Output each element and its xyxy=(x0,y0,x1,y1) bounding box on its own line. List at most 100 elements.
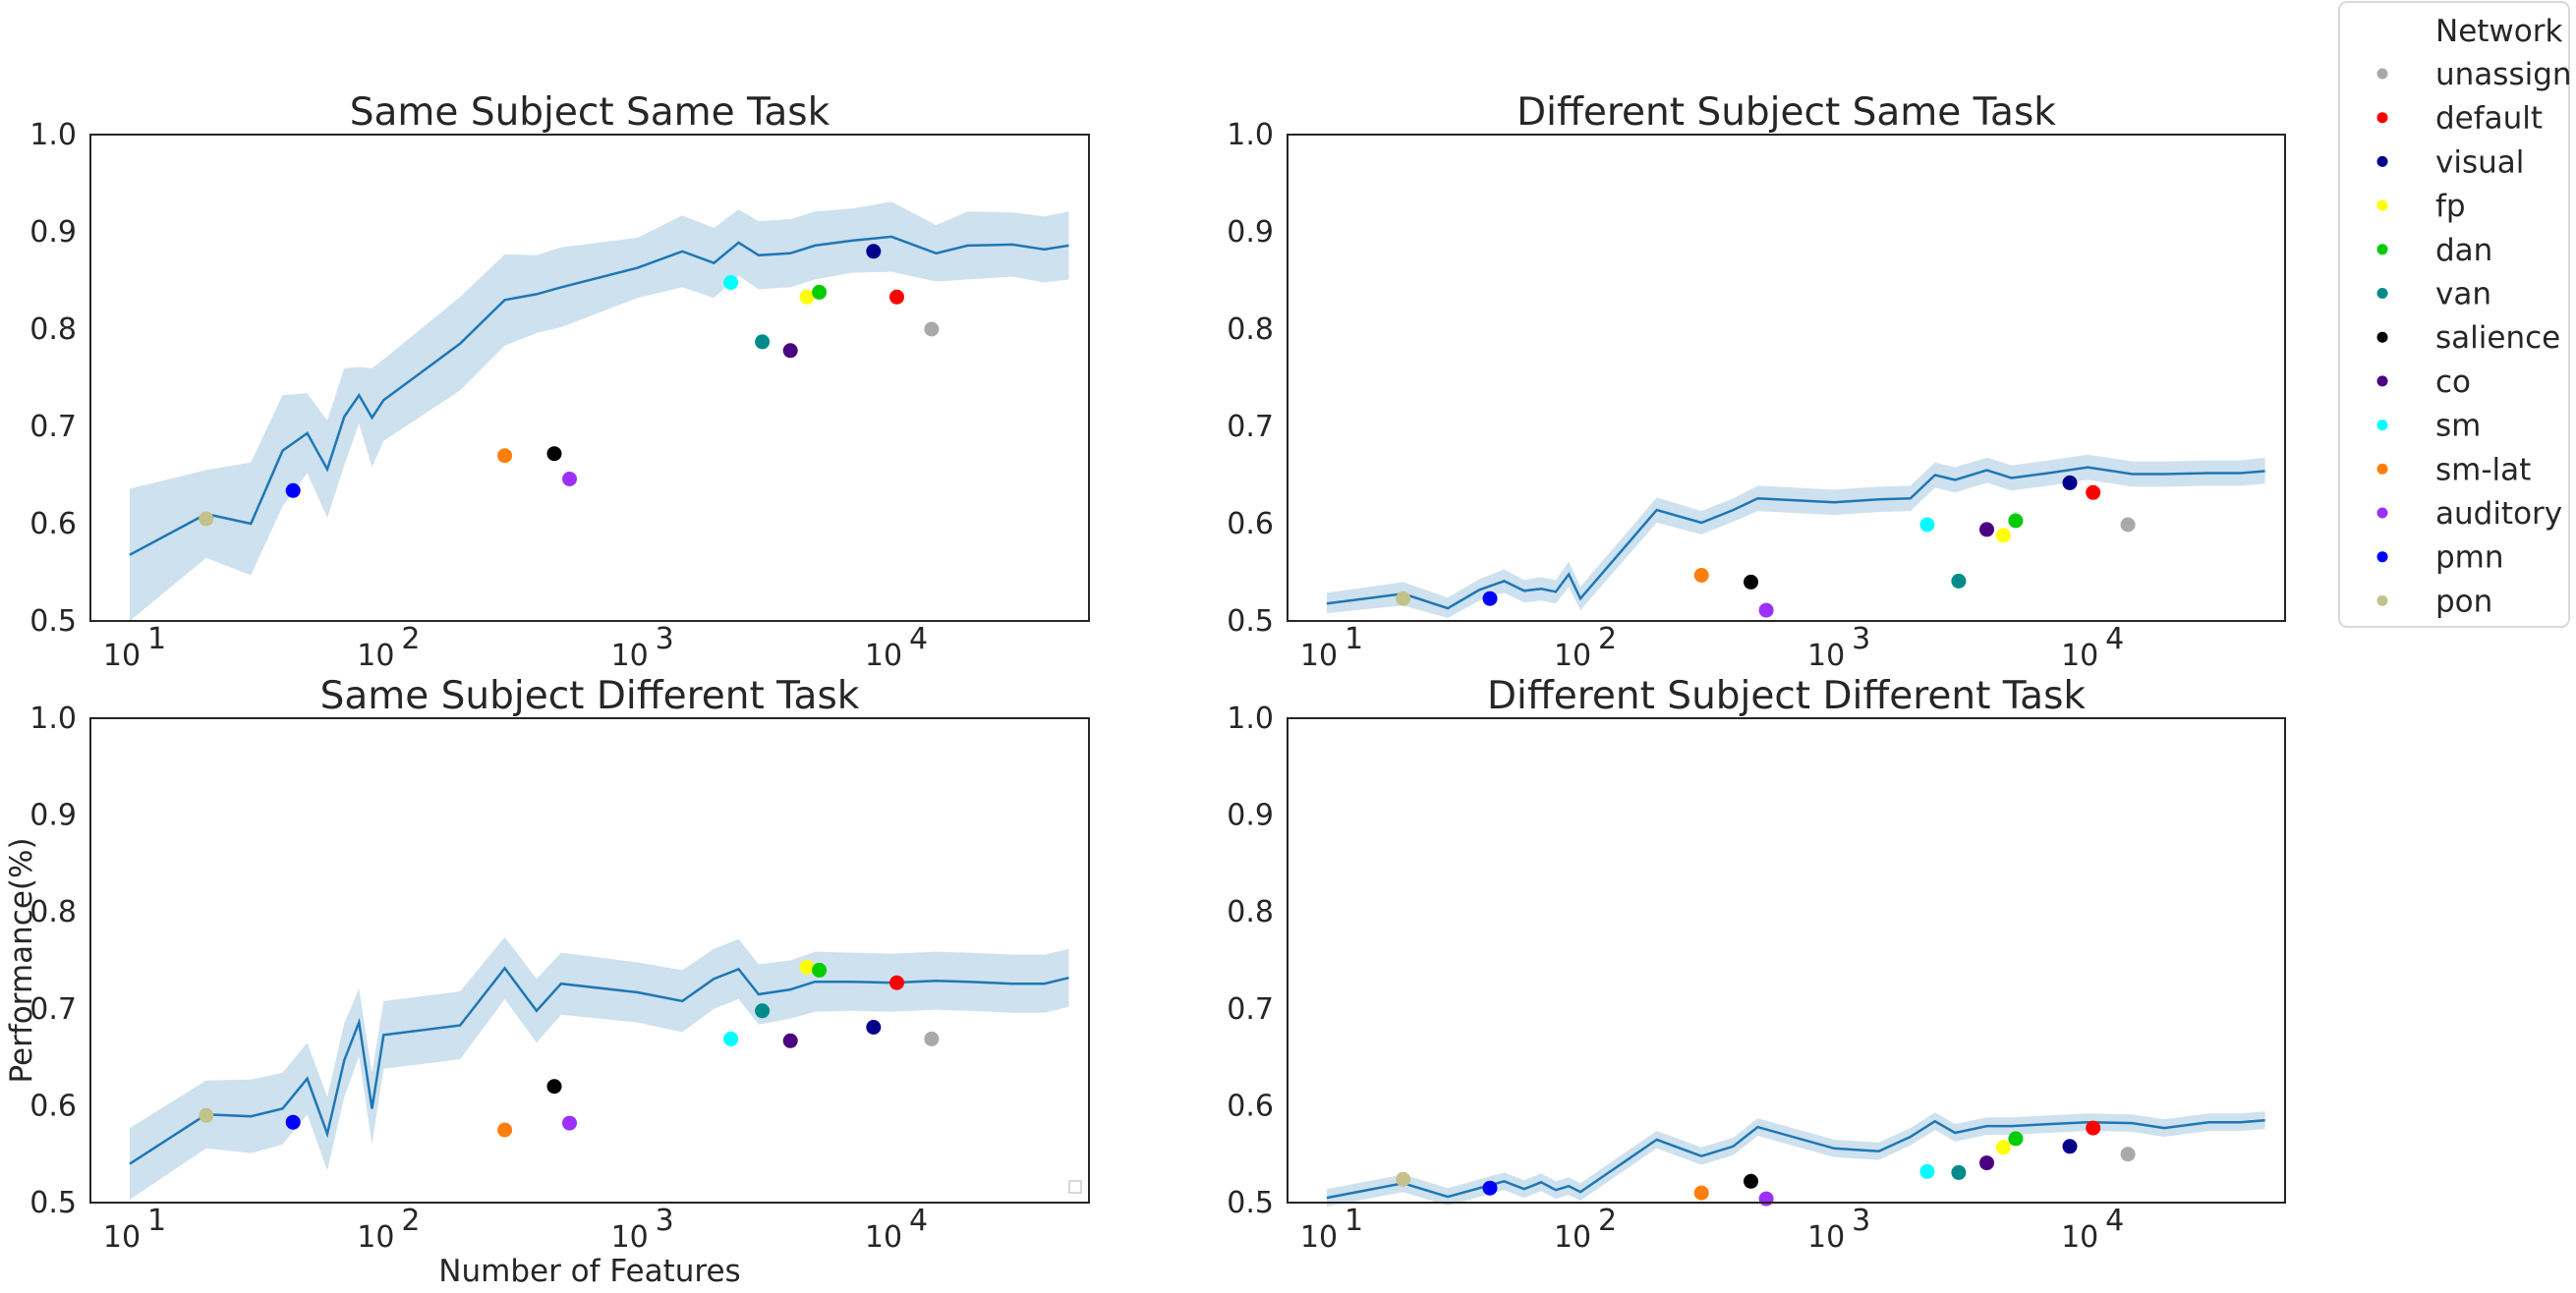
legend-marker xyxy=(2376,594,2388,606)
legend-entry-dan: dan xyxy=(2376,233,2492,268)
point-dan xyxy=(2008,513,2024,529)
point-pmn xyxy=(285,1114,301,1130)
x-tick-exponent: 2 xyxy=(401,622,420,656)
point-co xyxy=(1979,522,1994,537)
x-tick-exponent: 2 xyxy=(401,1204,420,1238)
x-tick-exponent: 3 xyxy=(656,1204,674,1238)
legend-label: co xyxy=(2435,365,2471,400)
legend-marker xyxy=(2376,463,2388,475)
point-van xyxy=(755,1003,771,1019)
point-unassign xyxy=(2120,1147,2136,1162)
point-sm xyxy=(1919,517,1935,533)
legend-entry-pmn: pmn xyxy=(2376,540,2504,576)
y-tick-label: 0.9 xyxy=(29,215,77,250)
x-tick-label: 10 xyxy=(103,1220,141,1255)
x-tick-label: 10 xyxy=(611,1220,649,1255)
point-pon xyxy=(199,511,214,527)
subplot-title: Different Subject Different Task xyxy=(1487,674,2086,718)
y-tick-label: 0.7 xyxy=(29,992,77,1027)
y-tick-label: 0.7 xyxy=(29,410,77,444)
point-co xyxy=(1979,1155,1994,1171)
x-axis-label: Number of Features xyxy=(438,1254,740,1289)
series-line xyxy=(1326,466,2265,610)
y-tick-label: 1.0 xyxy=(29,702,77,736)
y-tick-label: 0.9 xyxy=(29,799,77,833)
point-default xyxy=(889,975,904,990)
confidence-band xyxy=(1327,1111,2265,1207)
x-tick-exponent: 1 xyxy=(1345,622,1363,656)
y-tick-label: 0.8 xyxy=(1227,895,1274,929)
legend-entry-default: default xyxy=(2376,101,2543,137)
legend-marker xyxy=(2376,507,2388,519)
legend-label: salience xyxy=(2435,320,2560,356)
x-tick-exponent: 3 xyxy=(1852,1204,1870,1238)
point-co xyxy=(782,343,798,359)
legend-entry-sm-lat: sm-lat xyxy=(2376,452,2531,487)
series-line xyxy=(129,966,1069,1165)
legend-label: unassign xyxy=(2435,57,2572,92)
subplot-title: Different Subject Same Task xyxy=(1517,90,2056,135)
legend-entry-visual: visual xyxy=(2376,144,2524,180)
confidence-band xyxy=(130,201,1069,622)
point-fp xyxy=(1995,1140,2011,1155)
legend-marker xyxy=(2376,375,2388,387)
point-default xyxy=(2086,1120,2101,1136)
y-tick-label: 0.6 xyxy=(1227,507,1274,541)
subplot-4: Different Subject Different Task 0.5 0.6 0.… xyxy=(1227,674,2286,1255)
point-dan xyxy=(812,962,828,978)
legend-marker xyxy=(2376,199,2388,211)
x-tick-label: 10 xyxy=(1554,639,1591,673)
point-pon xyxy=(199,1107,214,1123)
legend-label: sm-lat xyxy=(2435,452,2531,487)
y-tick-label: 0.6 xyxy=(29,507,77,541)
point-fp xyxy=(799,289,815,305)
point-sm-lat xyxy=(1693,568,1709,583)
point-auditory xyxy=(562,1115,577,1131)
point-default xyxy=(2086,484,2101,500)
point-pmn xyxy=(1482,1180,1498,1196)
point-sm xyxy=(723,275,739,290)
legend-label: visual xyxy=(2435,144,2524,180)
x-tick-exponent: 3 xyxy=(656,622,674,656)
empty-legend-box xyxy=(1068,1180,1082,1194)
y-tick-label: 0.8 xyxy=(29,312,77,347)
point-pmn xyxy=(285,482,301,498)
point-pon xyxy=(1396,1171,1411,1187)
x-tick-label: 10 xyxy=(1807,1220,1845,1255)
axes-frame xyxy=(1287,134,2286,622)
x-tick-exponent: 4 xyxy=(909,622,928,656)
legend-marker xyxy=(2376,68,2388,80)
legend-title: Network xyxy=(2435,14,2562,49)
x-tick-label: 10 xyxy=(103,639,141,673)
point-fp xyxy=(799,959,815,975)
point-visual xyxy=(866,1020,882,1035)
legend-entry-auditory: auditory xyxy=(2376,496,2562,532)
legend-marker xyxy=(2376,420,2388,431)
point-sm xyxy=(1919,1163,1935,1179)
x-tick-exponent: 1 xyxy=(1345,1204,1363,1238)
point-default xyxy=(889,289,904,305)
y-tick-label: 0.6 xyxy=(29,1089,77,1123)
confidence-band xyxy=(1327,454,2265,618)
x-tick-label: 10 xyxy=(1807,639,1845,673)
y-tick-label: 0.8 xyxy=(1227,312,1274,347)
legend-entry-pon: pon xyxy=(2376,584,2492,619)
point-sm-lat xyxy=(497,1122,513,1138)
point-salience xyxy=(546,1079,562,1095)
legend-marker xyxy=(2376,331,2388,343)
point-co xyxy=(782,1033,798,1048)
y-tick-label: 0.5 xyxy=(1227,604,1274,639)
point-auditory xyxy=(1758,602,1774,618)
legend-entry-salience: salience xyxy=(2376,320,2560,356)
series-line xyxy=(1326,1118,2265,1200)
x-tick-label: 10 xyxy=(1554,1220,1591,1255)
x-tick-label: 10 xyxy=(2061,1220,2098,1255)
subplots: Same Subject Same Task 0.5 0.6 0.7 0.8 0.9 1.0… xyxy=(4,90,2286,1289)
legend-label: van xyxy=(2435,277,2491,312)
y-tick-label: 0.8 xyxy=(29,895,77,929)
x-tick-label: 10 xyxy=(2061,639,2098,673)
y-tick-label: 0.7 xyxy=(1227,992,1274,1027)
confidence-band xyxy=(130,936,1069,1200)
legend-marker xyxy=(2376,155,2388,167)
y-tick-label: 0.5 xyxy=(29,604,77,639)
